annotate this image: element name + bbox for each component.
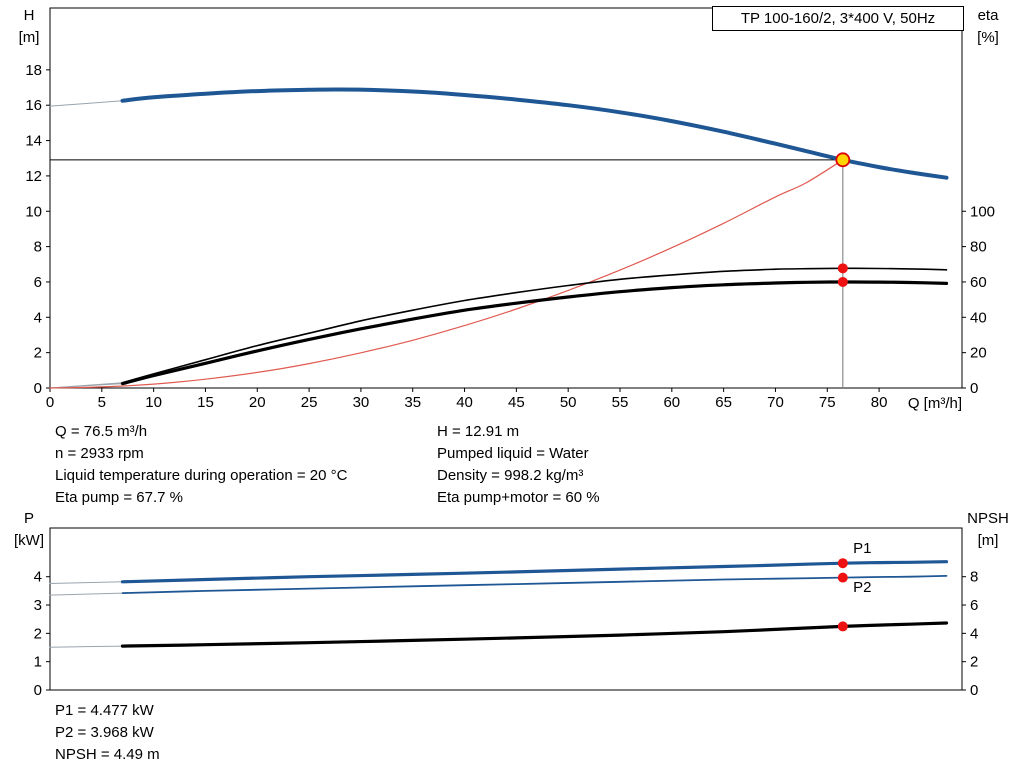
x-axis-tick-label: 20 [249,394,266,411]
x-axis-tick-label: 35 [404,394,421,411]
density-line: Density = 998.2 kg/m³ [437,467,584,484]
hq-curve [120,87,949,180]
pump-model-title: TP 100-160/2, 3*400 V, 50Hz [712,6,964,31]
y-left-tick-label: 18 [25,62,42,79]
head-value-line: H = 12.91 m [437,423,520,440]
y-left-tick-label: 0 [34,380,42,397]
npsh-curve [120,621,949,648]
y-right-axis-title: [m] [978,532,999,549]
y-right-tick-label: 6 [970,597,978,614]
curve-label-p1: P1 [853,540,871,557]
x-axis-tick-label: 70 [767,394,784,411]
eta-pump-motor-line: Eta pump+motor = 60 % [437,489,600,506]
y-left-axis-title: H [24,7,35,24]
p1-value-line: P1 = 4.477 kW [55,702,154,719]
y-left-tick-label: 10 [25,203,42,220]
plot-frame [49,527,963,691]
p2-value-line: P2 = 3.968 kW [55,724,154,741]
duty-point-marker [835,152,851,168]
x-axis-tick-label: 75 [819,394,836,411]
y-right-tick-label: 80 [970,239,987,256]
operating-data-left-column: Q = 76.5 m³/h n = 2933 rpm Liquid temper… [55,421,347,509]
eta-pump-line: Eta pump = 67.7 % [55,489,183,506]
x-axis-tick-label: 45 [508,394,525,411]
y-right-tick-label: 0 [970,380,978,397]
y-left-tick-label: 14 [25,133,42,150]
operating-data-block: Q = 76.5 m³/h n = 2933 rpm Liquid temper… [0,421,1024,511]
npsh-extension [49,645,123,648]
x-axis-tick-label: 40 [456,394,473,411]
x-axis-title: Q [m³/h] [908,395,962,412]
npsh-value-line: NPSH = 4.49 m [55,746,160,763]
y-left-tick-label: 4 [34,309,42,326]
operating-data-right-column: H = 12.91 m Pumped liquid = Water Densit… [437,421,600,509]
x-axis-tick-label: 5 [98,394,106,411]
y-left-axis-title: [m] [19,29,40,46]
eta-pump-curve [121,267,948,384]
y-right-tick-label: 8 [970,569,978,586]
x-axis-tick-label: 25 [301,394,318,411]
y-left-tick-label: 3 [34,597,42,614]
y-left-axis-title: P [24,510,34,527]
plot-frame [49,7,963,389]
y-right-tick-label: 4 [970,625,978,642]
y-left-tick-label: 6 [34,274,42,291]
y-right-tick-label: 100 [970,203,995,220]
curve-point-marker [837,558,848,569]
y-right-tick-label: 0 [970,682,978,699]
x-axis-tick-label: 15 [197,394,214,411]
curve-point-marker [837,276,848,287]
p1-curve [120,560,949,584]
y-right-tick-label: 2 [970,654,978,671]
p2-curve [121,575,948,594]
eta-pump-motor-curve [120,280,949,386]
curve-label-p2: P2 [853,579,871,596]
p1-extension [49,581,123,584]
x-axis-tick-label: 50 [560,394,577,411]
x-axis-tick-label: 30 [353,394,370,411]
flow-value-line: Q = 76.5 m³/h [55,423,148,440]
x-axis-tick-label: 55 [612,394,629,411]
power-data-block: P1 = 4.477 kW P2 = 3.968 kW NPSH = 4.49 … [55,700,160,766]
liquid-temperature-line: Liquid temperature during operation = 20… [55,467,348,484]
power-npsh-chart: 0 1 2 3 4 0 2 4 6 8 P [kW] NPSH [m] P1 P2 [14,510,1009,699]
system-curve [49,159,844,389]
x-axis-tick-label: 65 [715,394,732,411]
y-right-tick-label: 60 [970,274,987,291]
y-left-tick-label: 2 [34,345,42,362]
curve-point-marker [837,572,848,583]
y-left-tick-label: 16 [25,97,42,114]
y-right-tick-label: 20 [970,345,987,362]
y-left-tick-label: 2 [34,625,42,642]
hq-curve-extension [49,100,123,107]
hq-eta-chart: 0 5 10 15 20 25 30 35 40 45 50 55 60 65 70 75 80 Q [m³/h]… [19,7,1000,412]
y-left-tick-label: 1 [34,654,42,671]
speed-value-line: n = 2933 rpm [55,445,144,462]
curve-point-marker [837,263,848,274]
x-axis-tick-label: 60 [663,394,680,411]
y-left-tick-label: 8 [34,239,42,256]
y-left-tick-label: 0 [34,682,42,699]
x-axis-tick-label: 80 [871,394,888,411]
pumped-liquid-line: Pumped liquid = Water [437,445,589,462]
x-axis-tick-label: 10 [145,394,162,411]
y-right-axis-title: [%] [977,29,999,46]
p2-extension [49,592,123,596]
y-right-axis-title: eta [978,7,1000,24]
y-left-tick-label: 4 [34,569,42,586]
y-left-axis-title: [kW] [14,532,44,549]
x-axis-tick-label: 0 [46,394,54,411]
y-right-axis-title: NPSH [967,510,1009,527]
y-right-tick-label: 40 [970,309,987,326]
curve-point-marker [837,621,848,632]
y-left-tick-label: 12 [25,168,42,185]
